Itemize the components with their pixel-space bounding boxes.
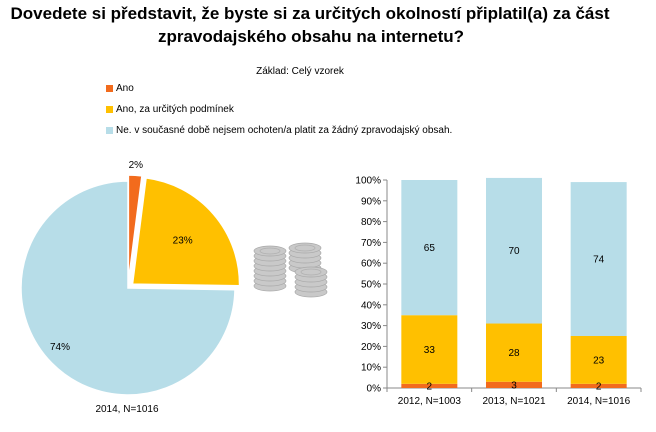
y-tick-label: 70% xyxy=(361,238,381,249)
y-tick-label: 20% xyxy=(361,342,381,353)
legend-label-ano: Ano xyxy=(116,83,134,94)
bar-value-label: 70 xyxy=(508,246,520,257)
y-tick-label: 0% xyxy=(367,384,382,395)
coin-rim-icon xyxy=(300,268,322,276)
pie-label-3: 74% xyxy=(50,342,70,353)
pie-label-2: 23% xyxy=(173,236,193,247)
chart-title-line-2: zpravodajského obsahu na internetu? xyxy=(157,27,465,46)
bar-segment-3-1 xyxy=(570,383,627,388)
y-tick-label: 100% xyxy=(355,176,381,187)
bar-value-label: 23 xyxy=(593,355,605,366)
legend-swatch-ne xyxy=(106,127,113,134)
y-tick-label: 90% xyxy=(361,196,381,207)
pie-chart: 2% 23% 74% 2014, N=1016 xyxy=(20,160,241,415)
pie-slice-ano-za-urcitych-podm xyxy=(131,177,241,287)
bar-value-label: 2 xyxy=(427,381,433,392)
x-category-label: 2014, N=1016 xyxy=(567,396,631,407)
legend: Ano Ano, za určitých podmínek Ne. v souč… xyxy=(106,84,452,147)
coin-stack-icon xyxy=(253,242,328,298)
coin-rim-icon xyxy=(259,247,281,255)
y-tick-label: 30% xyxy=(361,321,381,332)
bar-segment-1-1 xyxy=(401,383,458,388)
bar-segment-2-2 xyxy=(486,323,542,382)
legend-item-ano: Ano xyxy=(106,84,452,94)
chart-subtitle: Základ: Celý vzorek xyxy=(256,66,344,77)
legend-swatch-ano-podminky xyxy=(106,106,113,113)
bar-segment-1-3 xyxy=(401,180,458,316)
bar-segment-3-2 xyxy=(570,336,627,384)
y-tick-label: 60% xyxy=(361,259,381,270)
x-category-label: 2013, N=1021 xyxy=(482,396,546,407)
legend-label-ne: Ne. v současné době nejsem ochoten/a pla… xyxy=(116,125,453,136)
bar-segment-2-3 xyxy=(486,177,542,324)
pie-caption: 2014, N=1016 xyxy=(95,404,159,415)
stacked-bar-chart: 0%10%20%30%40%50%60%70%80%90%100% 233652… xyxy=(355,176,642,407)
bar-value-label: 3 xyxy=(511,380,517,391)
pie-slice-ano xyxy=(127,174,143,283)
bar-value-label: 2 xyxy=(596,381,602,392)
bar-segment-2-1 xyxy=(486,381,542,388)
bar-value-label: 74 xyxy=(593,255,605,266)
legend-swatch-ano xyxy=(106,85,113,92)
y-tick-label: 40% xyxy=(361,300,381,311)
bar-segment-1-2 xyxy=(401,315,458,384)
x-category-label: 2012, N=1003 xyxy=(398,396,462,407)
legend-item-ano-podminky: Ano, za určitých podmínek xyxy=(106,105,452,115)
pie-label-1: 2% xyxy=(129,160,144,171)
coin-icon xyxy=(294,266,328,278)
legend-item-ne: Ne. v současné době nejsem ochoten/a pla… xyxy=(106,126,452,136)
chart-title: Dovedete si představit, že byste si za u… xyxy=(0,2,656,48)
bar-value-label: 28 xyxy=(508,348,520,359)
bar-value-label: 33 xyxy=(424,345,436,356)
chart-title-line-1: Dovedete si představit, že byste si za u… xyxy=(10,4,610,23)
y-tick-label: 50% xyxy=(361,280,381,291)
y-tick-label: 80% xyxy=(361,217,381,228)
coin-rim-icon xyxy=(294,244,316,252)
pie-slice-ne-v-soucasne-dobe-n xyxy=(20,180,236,396)
y-tick-label: 10% xyxy=(361,363,381,374)
bar-value-label: 65 xyxy=(424,243,436,254)
coin-icon xyxy=(288,242,322,254)
coin-icon xyxy=(253,245,287,257)
bar-segment-3-3 xyxy=(570,182,627,336)
legend-label-ano-podminky: Ano, za určitých podmínek xyxy=(116,104,234,115)
